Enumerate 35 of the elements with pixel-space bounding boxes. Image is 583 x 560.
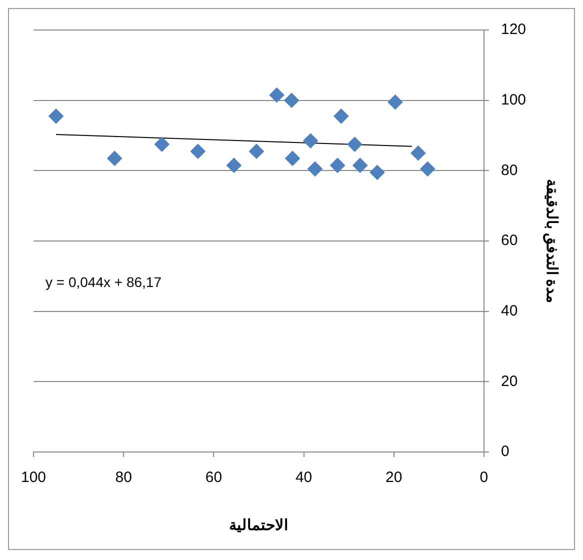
point: [330, 158, 346, 173]
x-tick-label: 40: [295, 469, 312, 486]
x-tick-label: 80: [115, 469, 132, 486]
point: [48, 108, 64, 124]
point: [370, 164, 385, 180]
y-tick-label: 80: [500, 162, 518, 179]
point: [388, 94, 403, 110]
point: [303, 133, 318, 148]
point: [107, 150, 122, 166]
point: [352, 158, 368, 173]
y-tick-label: 60: [500, 232, 518, 250]
y-tick-label: 40: [500, 302, 518, 320]
point: [334, 108, 349, 124]
y-tick-label: 120: [500, 21, 526, 38]
point: [410, 146, 426, 161]
point: [347, 136, 362, 152]
point: [248, 144, 264, 159]
x-axis-title: الاحتمالية: [229, 517, 288, 534]
point: [226, 158, 242, 173]
y-tick-label: 100: [500, 91, 526, 108]
x-tick-label: 20: [386, 469, 402, 486]
point: [308, 161, 323, 176]
y-tick-label: 0: [500, 443, 510, 460]
point: [284, 92, 300, 108]
point: [285, 150, 300, 166]
x-tick-label: 0: [480, 469, 488, 486]
x-tick-label: 100: [21, 469, 46, 486]
y-tick-label: 20: [500, 372, 518, 390]
point: [190, 144, 206, 159]
y-axis-title: مدة التدفق بالدقيقة: [542, 178, 560, 304]
annotation: y = 0,044x + 86,17: [46, 274, 162, 290]
point: [269, 88, 284, 103]
point: [420, 161, 436, 176]
point: [154, 136, 170, 152]
x-tick-label: 60: [205, 469, 222, 486]
